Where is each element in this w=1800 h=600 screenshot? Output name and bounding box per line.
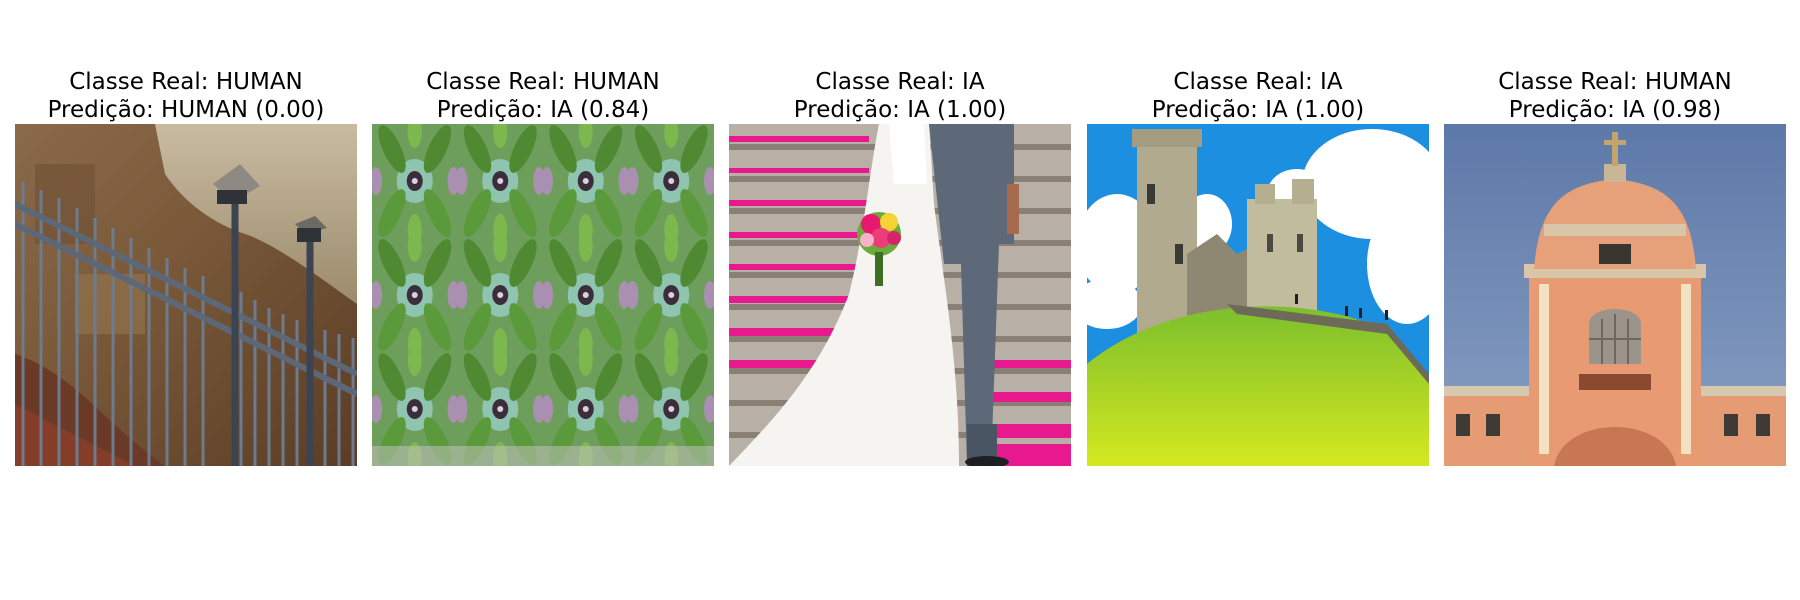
panel-1-image <box>15 124 357 466</box>
panel-4-title: Classe Real: IA Predição: IA (1.00) <box>1087 68 1429 124</box>
panel-4-true-class: Classe Real: IA <box>1173 69 1343 95</box>
panel-4: Classe Real: IA Predição: IA (1.00) <box>1087 68 1429 466</box>
panel-3-prediction: Predição: IA (1.00) <box>793 97 1007 123</box>
panel-3-true-class: Classe Real: IA <box>815 69 985 95</box>
panel-1-title: Classe Real: HUMAN Predição: HUMAN (0.00… <box>15 68 357 124</box>
domed-building-photo <box>1444 124 1786 466</box>
panel-4-image <box>1087 124 1429 466</box>
kaleidoscope-photo <box>372 124 714 466</box>
panel-1-true-class: Classe Real: HUMAN <box>69 69 303 95</box>
panel-2-image <box>372 124 714 466</box>
wedding-photo <box>729 124 1071 466</box>
panel-2-title: Classe Real: HUMAN Predição: IA (0.84) <box>372 68 714 124</box>
panel-3: Classe Real: IA Predição: IA (1.00) <box>729 68 1071 466</box>
castle-photo <box>1087 124 1429 466</box>
panel-1: Classe Real: HUMAN Predição: HUMAN (0.00… <box>15 68 357 466</box>
panel-5-prediction: Predição: IA (0.98) <box>1508 97 1722 123</box>
rock-fence-photo <box>15 124 357 466</box>
panel-3-image <box>729 124 1071 466</box>
panel-5: Classe Real: HUMAN Predição: IA (0.98) <box>1444 68 1786 466</box>
panel-4-prediction: Predição: IA (1.00) <box>1151 97 1365 123</box>
panel-3-title: Classe Real: IA Predição: IA (1.00) <box>729 68 1071 124</box>
panel-5-title: Classe Real: HUMAN Predição: IA (0.98) <box>1444 68 1786 124</box>
panel-5-true-class: Classe Real: HUMAN <box>1498 69 1732 95</box>
panel-2: Classe Real: HUMAN Predição: IA (0.84) <box>372 68 714 466</box>
panel-1-prediction: Predição: HUMAN (0.00) <box>47 97 325 123</box>
panel-5-image <box>1444 124 1786 466</box>
panel-2-true-class: Classe Real: HUMAN <box>426 69 660 95</box>
panel-2-prediction: Predição: IA (0.84) <box>436 97 650 123</box>
